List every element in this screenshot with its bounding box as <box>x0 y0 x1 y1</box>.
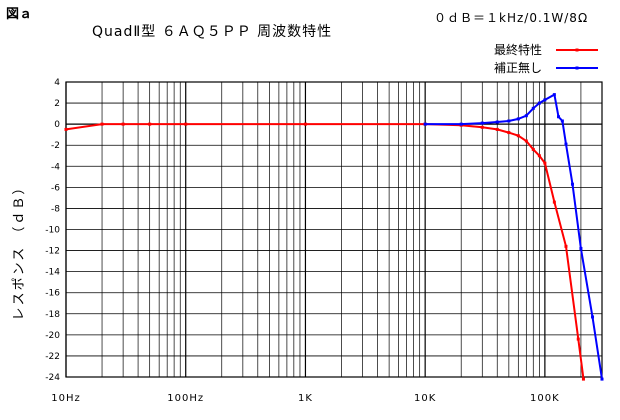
x-tick-label: 1K <box>298 393 313 404</box>
data-point <box>591 315 595 319</box>
data-point <box>480 121 484 125</box>
y-tick-label: -24 <box>45 373 60 383</box>
data-point <box>537 101 541 105</box>
data-point <box>507 119 511 123</box>
series-2 <box>423 93 604 381</box>
x-tick-label: 10Hz <box>51 393 81 404</box>
data-series <box>64 93 604 381</box>
series-1 <box>64 122 585 381</box>
y-tick-label: -4 <box>51 162 60 172</box>
data-point <box>581 377 585 381</box>
legend-label: 最終特性 <box>494 42 542 57</box>
y-tick-label: -6 <box>51 183 60 193</box>
data-point <box>570 182 574 186</box>
data-point <box>148 122 152 126</box>
data-point <box>576 337 580 341</box>
data-point <box>459 122 463 126</box>
data-point <box>495 127 499 131</box>
data-point <box>600 377 604 381</box>
data-point <box>560 119 564 123</box>
legend-marker <box>575 66 579 70</box>
data-point <box>552 200 556 204</box>
legend-marker <box>575 48 579 52</box>
data-point <box>537 154 541 158</box>
data-point <box>184 122 188 126</box>
series-line <box>65 123 585 380</box>
x-tick-label: 100K <box>530 393 560 404</box>
data-point <box>507 131 511 135</box>
data-point <box>557 115 561 119</box>
data-point <box>524 139 528 143</box>
data-point <box>423 122 427 126</box>
data-point <box>303 122 307 126</box>
data-point <box>543 161 547 165</box>
y-tick-label: 0 <box>54 120 60 130</box>
y-tick-label: 2 <box>54 99 60 109</box>
data-point <box>543 98 547 102</box>
x-tick-label: 10K <box>414 393 436 404</box>
data-point <box>564 142 568 146</box>
data-point <box>531 106 535 110</box>
y-tick-label: -12 <box>45 247 60 257</box>
data-point <box>121 122 125 126</box>
y-axis-label: レスポンス （ｄＢ） <box>12 180 27 321</box>
data-point <box>579 246 583 250</box>
chart-grid <box>65 81 603 378</box>
data-point <box>524 114 528 118</box>
data-point <box>495 120 499 124</box>
y-tick-label: -14 <box>45 268 60 278</box>
data-point <box>552 93 556 97</box>
y-tick-label: 4 <box>54 78 60 88</box>
x-axis-ticks: 10Hz 100Hz 1K 10K 100K <box>51 393 560 404</box>
x-tick-label: 100Hz <box>167 393 204 404</box>
data-point <box>516 117 520 121</box>
data-point <box>516 134 520 138</box>
y-tick-label: -22 <box>45 352 60 362</box>
y-tick-label: -20 <box>45 331 60 341</box>
y-tick-label: -8 <box>51 204 60 214</box>
y-tick-label: -10 <box>45 226 60 236</box>
figure-label: 図ａ <box>6 7 32 22</box>
legend-label: 補正無し <box>494 60 542 75</box>
y-axis-ticks: 4 2 0 -2 -4 -6 -8 -10 -12 -14 -16 -18 -20 -22 -24 <box>45 78 60 383</box>
data-point <box>64 127 68 131</box>
chart-title: QuadⅡ型 ６ＡＱ５ＰＰ 周波数特性 <box>92 24 332 40</box>
y-tick-label: -2 <box>51 141 60 151</box>
data-point <box>531 147 535 151</box>
data-point <box>480 125 484 129</box>
data-point <box>100 122 104 126</box>
data-point <box>564 244 568 248</box>
measurement-condition: ０ｄＢ＝１kHz/0.1W/8Ω <box>434 11 588 25</box>
y-tick-label: -18 <box>45 310 60 320</box>
y-tick-label: -16 <box>45 289 60 299</box>
series-line <box>425 93 603 380</box>
